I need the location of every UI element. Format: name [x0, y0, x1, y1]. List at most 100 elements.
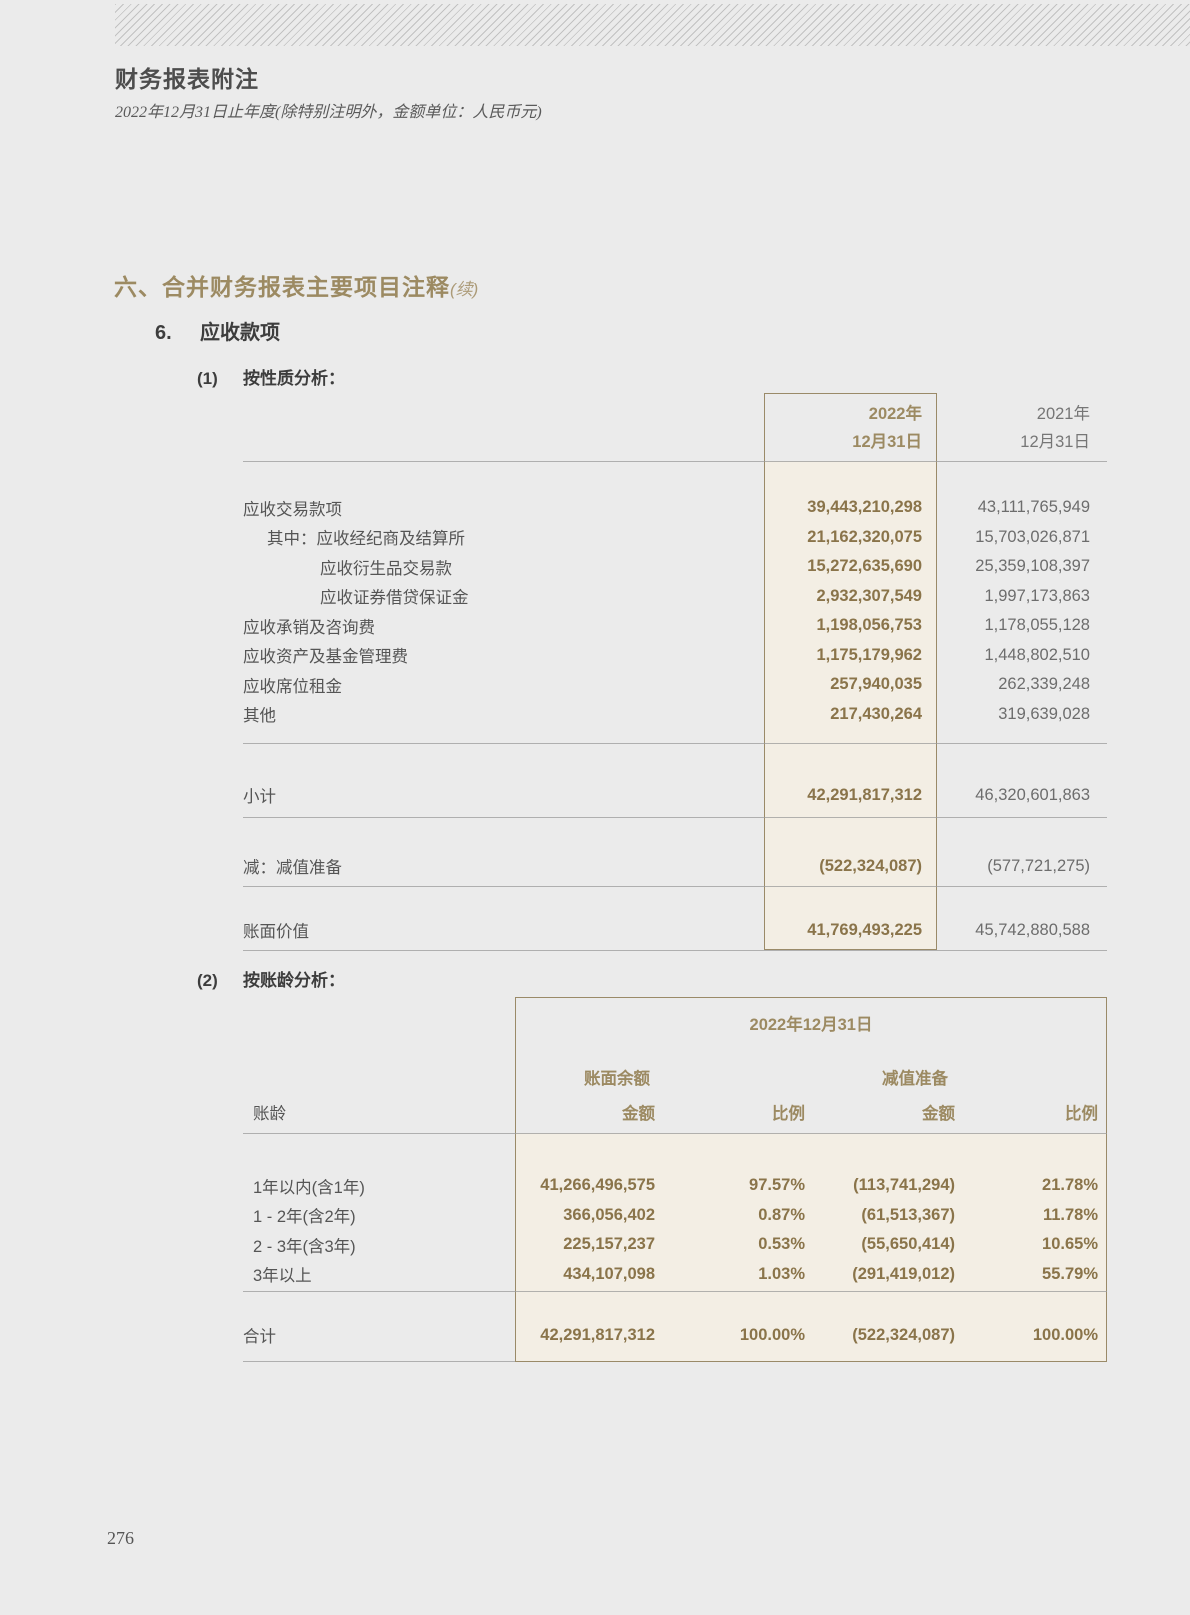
row-value-2021: 15,703,026,871 — [975, 527, 1090, 546]
subtotal-row: 小计 42,291,817,312 46,320,601,863 — [243, 780, 1107, 810]
row-value-2021: 1,997,173,863 — [984, 586, 1090, 605]
table-row: 2 - 3年(含3年) 225,157,237 0.53% (55,650,41… — [243, 1230, 1107, 1260]
table2-divider-total-top — [243, 1291, 1107, 1292]
row-balance-ratio: 0.53% — [758, 1235, 805, 1254]
row-balance-ratio: 1.03% — [758, 1264, 805, 1283]
section-heading: 六、合并财务报表主要项目注释(续) — [114, 268, 478, 302]
page-number: 276 — [107, 1528, 134, 1548]
row-value-2022: 1,198,056,753 — [816, 616, 922, 635]
item-title: 应收款项 — [200, 322, 280, 344]
table2-body: 1年以内(含1年) 41,266,496,575 97.57% (113,741… — [243, 1171, 1107, 1289]
column-header-ratio-1: 比例 — [772, 1105, 805, 1123]
subheading-by-nature: (1) 按性质分析： — [197, 364, 345, 389]
row-label: 1 - 2年(含2年) — [253, 1208, 356, 1227]
row-impairment-ratio: 11.78% — [1042, 1205, 1098, 1224]
row-balance-amount: 366,056,402 — [563, 1205, 655, 1224]
row-label: 应收资产及基金管理费 — [243, 648, 408, 667]
row-impairment-ratio: 55.79% — [1042, 1264, 1098, 1283]
receivables-by-aging-table: 2022年12月31日 账面余额 减值准备 账龄 金额 比例 金额 比例 1年以… — [243, 997, 1107, 1363]
row-label: 合计 — [243, 1328, 276, 1346]
table-row: 应收证券借贷保证金 2,932,307,549 1,997,173,863 — [243, 582, 1107, 612]
page-title: 财务报表附注 — [115, 67, 259, 92]
table1-header-row: 2022年 12月31日 2021年 12月31日 — [243, 393, 1107, 461]
row-label: 应收衍生品交易款 — [320, 559, 452, 578]
table-row: 应收交易款项 39,443,210,298 43,111,765,949 — [243, 493, 1107, 523]
row-impairment-ratio: 10.65% — [1042, 1235, 1098, 1254]
row-impairment-ratio: 100.00% — [1032, 1325, 1098, 1344]
table1-divider-carrying-top — [243, 886, 1107, 887]
row-value-2021: 1,178,055,128 — [984, 616, 1090, 635]
column-header-amount-2: 金额 — [922, 1105, 955, 1123]
row-balance-ratio: 100.00% — [739, 1325, 805, 1344]
row-impairment-amount: (55,650,414) — [861, 1235, 955, 1254]
table-row: 应收席位租金 257,940,035 262,339,248 — [243, 670, 1107, 700]
highlight-column-header-box — [764, 393, 937, 461]
row-label: 3年以上 — [253, 1267, 312, 1286]
table-row: 应收承销及咨询费 1,198,056,753 1,178,055,128 — [243, 611, 1107, 641]
page-subtitle: 2022年12月31日止年度(除特别注明外，金额单位：人民币元) — [115, 104, 542, 121]
row-value-2021: 46,320,601,863 — [975, 785, 1090, 804]
table2-divider-top — [243, 1133, 1107, 1134]
row-balance-amount: 434,107,098 — [563, 1264, 655, 1283]
column-header-amount-1: 金额 — [622, 1105, 655, 1123]
row-impairment-ratio: 21.78% — [1042, 1176, 1098, 1195]
aging-header-box — [515, 997, 1107, 1133]
row-value-2022: (522,324,087) — [819, 856, 922, 875]
table1-divider-bottom — [243, 950, 1107, 951]
table1-header-2021-year: 2021年 — [1036, 405, 1090, 423]
subheading-2-number: (2) — [197, 971, 218, 990]
row-impairment-amount: (291,419,012) — [852, 1264, 955, 1283]
row-value-2022: 15,272,635,690 — [807, 557, 922, 576]
table-row: 其他 217,430,264 319,639,028 — [243, 700, 1107, 730]
row-label: 其他 — [243, 707, 276, 726]
carrying-value-row: 账面价值 41,769,493,225 45,742,880,588 — [243, 915, 1107, 945]
row-balance-ratio: 97.57% — [749, 1176, 805, 1195]
table-row: 应收衍生品交易款 15,272,635,690 25,359,108,397 — [243, 552, 1107, 582]
table1-header-2021: 2021年 12月31日 — [937, 393, 1107, 456]
row-label: 应收交易款项 — [243, 500, 342, 519]
subheading-1-number: (1) — [197, 369, 218, 388]
row-impairment-amount: (61,513,367) — [861, 1205, 955, 1224]
row-value-2021: 43,111,765,949 — [977, 498, 1090, 517]
row-label: 1年以内(含1年) — [253, 1178, 365, 1197]
aging-period-header: 2022年12月31日 — [749, 1016, 873, 1034]
item-heading: 6. 应收款项 — [155, 316, 280, 345]
subheading-2-label: 按账龄分析： — [243, 971, 345, 990]
highlight-column-background — [764, 461, 937, 950]
row-balance-ratio: 0.87% — [758, 1205, 805, 1224]
row-value-2021: 25,359,108,397 — [975, 557, 1090, 576]
table1-header-2021-date: 12月31日 — [1020, 433, 1090, 451]
table1-divider-subtotal-top — [243, 743, 1107, 744]
row-value-2021: (577,721,275) — [987, 856, 1090, 875]
column-header-age: 账龄 — [253, 1105, 286, 1123]
group-header-balance: 账面余额 — [584, 1070, 650, 1088]
row-value-2021: 45,742,880,588 — [975, 920, 1090, 939]
row-label: 2 - 3年(含3年) — [253, 1237, 356, 1256]
section-heading-suffix: (续) — [450, 280, 479, 299]
row-impairment-amount: (522,324,087) — [852, 1325, 955, 1344]
row-label: 小计 — [243, 788, 276, 806]
column-header-ratio-2: 比例 — [1065, 1105, 1098, 1123]
row-value-2022: 42,291,817,312 — [807, 785, 922, 804]
row-balance-amount: 225,157,237 — [563, 1235, 655, 1254]
row-value-2022: 39,443,210,298 — [807, 498, 922, 517]
impairment-row: 减：减值准备 (522,324,087) (577,721,275) — [243, 851, 1107, 881]
table1-header-2022-date: 12月31日 — [852, 433, 922, 451]
aging-column-header-row: 账龄 金额 比例 金额 比例 — [243, 1097, 1107, 1127]
table-row: 1年以内(含1年) 41,266,496,575 97.57% (113,741… — [243, 1171, 1107, 1201]
table1-header-2022-year: 2022年 — [868, 405, 922, 423]
row-value-2022: 2,932,307,549 — [816, 586, 922, 605]
row-value-2022: 41,769,493,225 — [807, 920, 922, 939]
table1-divider-impairment-top — [243, 817, 1107, 818]
group-header-impairment: 减值准备 — [882, 1070, 948, 1088]
row-value-2022: 21,162,320,075 — [807, 527, 922, 546]
row-value-2021: 319,639,028 — [998, 704, 1090, 723]
item-number: 6. — [155, 322, 172, 344]
row-balance-amount: 42,291,817,312 — [540, 1325, 655, 1344]
aging-highlight-background — [515, 1133, 1107, 1362]
table2-divider-bottom-left — [243, 1361, 515, 1362]
section-heading-text: 六、合并财务报表主要项目注释 — [114, 274, 450, 300]
row-label: 账面价值 — [243, 923, 309, 941]
subheading-1-label: 按性质分析： — [243, 369, 345, 388]
